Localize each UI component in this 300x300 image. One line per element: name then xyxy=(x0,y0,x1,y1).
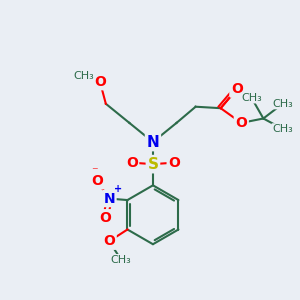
Text: CH₃: CH₃ xyxy=(111,254,131,265)
Text: N: N xyxy=(103,192,115,206)
Text: O: O xyxy=(168,156,180,170)
Text: O: O xyxy=(231,82,243,96)
Text: CH₃: CH₃ xyxy=(272,124,293,134)
Text: O: O xyxy=(94,75,106,89)
Text: ⁻: ⁻ xyxy=(92,165,98,178)
Text: N: N xyxy=(147,134,159,149)
Text: O: O xyxy=(235,116,247,130)
Text: O: O xyxy=(103,234,115,248)
Text: O: O xyxy=(126,156,138,170)
Text: O: O xyxy=(100,211,112,225)
Text: CH₃: CH₃ xyxy=(272,99,293,109)
Text: CH₃: CH₃ xyxy=(241,93,262,103)
Text: +: + xyxy=(115,184,123,194)
Text: CH₃: CH₃ xyxy=(74,71,94,81)
Text: O: O xyxy=(91,174,103,188)
Text: S: S xyxy=(147,157,158,172)
